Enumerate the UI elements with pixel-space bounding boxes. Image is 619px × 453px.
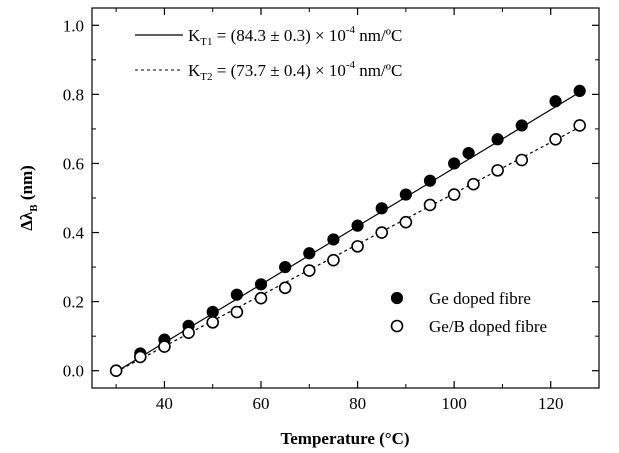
data-point-ge (327, 233, 340, 246)
data-point-geb (515, 153, 529, 167)
data-point-geb (278, 281, 292, 295)
data-point-ge (491, 133, 504, 146)
data-point-geb (230, 305, 244, 319)
data-point-ge (254, 278, 268, 291)
data-point-ge (515, 119, 528, 132)
data-point-ge (303, 247, 316, 260)
data-point-geb (467, 177, 480, 191)
data-point-ge (230, 288, 243, 301)
data-point-geb (447, 188, 461, 201)
data-point-geb (351, 240, 364, 253)
data-point-geb (206, 316, 220, 329)
x-tick-label: 40 (156, 394, 173, 413)
y-tick-label: 0.2 (63, 293, 84, 312)
y-tick-label: 0.0 (63, 362, 84, 381)
data-point-ge (351, 219, 364, 232)
data-point-geb (133, 350, 147, 364)
data-point-ge (448, 157, 461, 170)
x-tick-label: 100 (441, 394, 467, 413)
legend-label-ge: Ge doped fibre (429, 289, 531, 308)
data-point-ge (573, 84, 586, 98)
data-point-geb (375, 226, 389, 239)
series-legend: Ge doped fibre Ge/B doped fibre (390, 289, 547, 336)
y-tick-label: 0.4 (63, 224, 85, 243)
fit-legend: KT1 = (84.3 ± 0.3) × 10-4 nm/ºC KT2 = (7… (135, 24, 402, 83)
x-axis-title: Temperature (°C) (280, 429, 409, 448)
data-point-geb (182, 326, 195, 340)
data-point-geb (491, 164, 504, 177)
data-point-ge (279, 260, 292, 274)
data-point-ge (375, 202, 388, 215)
data-point-geb (423, 198, 437, 212)
legend-label-geb: Ge/B doped fibre (429, 317, 547, 336)
x-tick-label: 80 (349, 394, 366, 413)
data-points (109, 84, 586, 378)
data-point-geb (254, 291, 268, 305)
y-axis-title: ΔλB (nm) (17, 165, 40, 231)
data-point-ge (549, 95, 562, 108)
x-tick-label: 120 (538, 394, 564, 413)
fit-legend-label-1: KT1 = (84.3 ± 0.3) × 10-4 nm/ºC (188, 24, 402, 48)
data-point-ge (423, 174, 437, 187)
y-tick-label: 1.0 (63, 16, 84, 35)
data-point-geb (327, 253, 340, 267)
data-point-geb (302, 264, 316, 277)
legend-marker-ge (390, 291, 404, 305)
legend-marker-geb (390, 319, 404, 333)
axis-ticks: 40 60 80 100 120 0.0 0.2 0.4 0.6 0.8 1.0 (63, 8, 600, 413)
data-point-ge (206, 305, 219, 319)
fit-legend-label-2: KT2 = (73.7 ± 0.4) × 10-4 nm/ºC (188, 59, 402, 83)
data-point-geb (399, 215, 413, 229)
data-point-ge (399, 188, 412, 201)
data-point-ge (462, 146, 475, 160)
y-tick-label: 0.6 (63, 154, 84, 173)
y-tick-label: 0.8 (63, 85, 84, 104)
data-point-geb (109, 364, 123, 378)
data-point-geb (158, 340, 171, 353)
x-tick-label: 60 (253, 394, 270, 413)
data-point-geb (549, 132, 562, 146)
data-point-geb (573, 119, 586, 132)
